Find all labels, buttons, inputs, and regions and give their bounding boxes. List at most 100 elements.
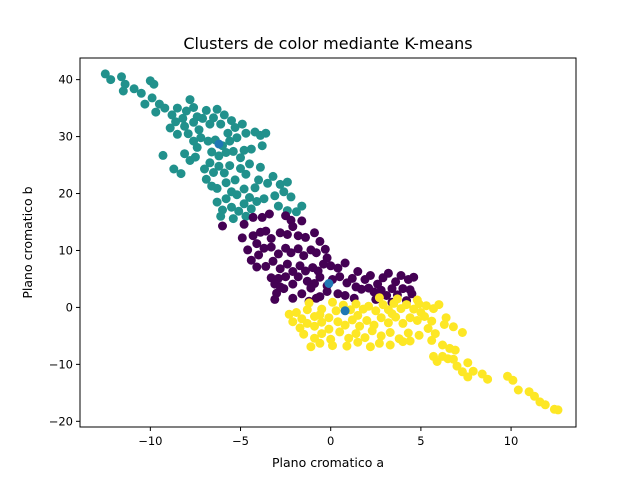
data-point-purple-39 — [282, 259, 292, 269]
data-point-purple-12 — [261, 226, 271, 236]
data-point-purple-35 — [252, 262, 262, 272]
data-point-yellow-13 — [364, 301, 374, 311]
data-point-teal-103 — [216, 211, 226, 221]
data-point-teal-9 — [149, 79, 159, 89]
data-point-purple-28 — [293, 244, 303, 254]
data-point-yellow-90 — [483, 374, 493, 384]
data-point-yellow-91 — [463, 372, 473, 382]
data-point-teal-64 — [209, 168, 218, 177]
x-tick-label: 5 — [417, 434, 424, 448]
data-point-teal-14 — [167, 110, 177, 120]
data-point-purple-22 — [254, 250, 264, 260]
data-point-yellow-93 — [457, 328, 467, 337]
data-point-teal-24 — [180, 121, 190, 131]
data-point-yellow-61 — [315, 338, 325, 348]
data-point-teal-34 — [219, 110, 229, 120]
data-point-yellow-69 — [405, 336, 415, 346]
data-point-purple-15 — [282, 230, 292, 239]
data-point-teal-92 — [286, 192, 296, 202]
data-point-purple-54 — [302, 276, 312, 286]
data-point-yellow-77 — [439, 320, 449, 329]
y-tick-label: 0 — [66, 300, 73, 314]
data-point-yellow-2 — [291, 308, 301, 317]
data-point-yellow-26 — [302, 318, 312, 328]
data-point-purple-4 — [264, 209, 274, 219]
data-point-yellow-14 — [371, 306, 381, 316]
data-point-teal-61 — [190, 152, 200, 162]
data-point-yellow-103 — [304, 298, 314, 308]
data-point-teal-81 — [239, 184, 249, 194]
data-point-teal-77 — [212, 183, 222, 193]
data-point-teal-65 — [214, 161, 224, 171]
data-point-teal-19 — [185, 95, 195, 105]
data-point-teal-75 — [201, 174, 211, 184]
data-point-teal-22 — [165, 123, 175, 133]
data-point-teal-78 — [221, 178, 231, 188]
data-point-teal-69 — [236, 164, 245, 173]
data-point-teal-28 — [198, 113, 208, 123]
data-point-yellow-102 — [553, 405, 563, 415]
data-point-purple-51 — [281, 272, 291, 282]
data-point-purple-27 — [286, 248, 296, 258]
data-point-teal-33 — [216, 119, 226, 129]
data-point-teal-39 — [232, 133, 242, 143]
data-point-teal-68 — [230, 175, 240, 185]
data-point-teal-70 — [241, 169, 251, 179]
data-point-teal-1 — [106, 75, 116, 85]
data-point-teal-96 — [227, 202, 236, 212]
data-point-purple-90 — [322, 287, 332, 296]
data-point-teal-58 — [239, 145, 249, 155]
data-point-teal-88 — [270, 191, 280, 201]
data-point-teal-23 — [172, 129, 182, 139]
x-axis-label: Plano cromatico a — [272, 455, 384, 470]
data-point-purple-64 — [365, 271, 375, 280]
data-point-purple-0 — [218, 221, 227, 231]
data-point-teal-5 — [129, 84, 139, 94]
x-tick-label: −5 — [232, 434, 249, 448]
data-point-yellow-44 — [299, 329, 309, 339]
data-point-purple-46 — [326, 261, 336, 271]
data-point-yellow-83 — [432, 357, 442, 366]
data-point-yellow-36 — [376, 313, 386, 323]
data-point-yellow-7 — [324, 313, 334, 323]
data-point-yellow-88 — [468, 366, 478, 376]
data-point-teal-7 — [140, 99, 150, 109]
data-point-teal-53 — [214, 151, 224, 161]
data-point-teal-72 — [158, 150, 168, 160]
data-point-purple-10 — [252, 239, 262, 249]
data-point-teal-31 — [209, 113, 218, 123]
data-point-teal-63 — [205, 158, 215, 168]
y-axis-label: Plano cromatico b — [20, 186, 35, 298]
data-point-yellow-53 — [376, 331, 386, 341]
data-point-yellow-92 — [450, 345, 460, 355]
data-point-purple-18 — [301, 232, 310, 242]
data-point-purple-37 — [268, 256, 278, 266]
data-point-teal-26 — [189, 117, 199, 127]
data-point-teal-13 — [160, 103, 170, 113]
data-point-purple-91 — [333, 289, 343, 299]
data-point-purple-71 — [409, 272, 419, 282]
data-point-teal-50 — [203, 136, 213, 146]
data-point-yellow-68 — [398, 337, 408, 347]
data-point-yellow-104 — [328, 297, 337, 307]
data-point-purple-14 — [275, 228, 285, 238]
data-point-yellow-105 — [374, 293, 384, 303]
data-point-teal-74 — [176, 169, 186, 179]
data-point-yellow-19 — [402, 300, 411, 310]
data-point-yellow-52 — [367, 326, 377, 336]
data-point-purple-87 — [297, 289, 307, 299]
data-point-yellow-98 — [530, 391, 539, 401]
data-point-teal-59 — [180, 149, 190, 159]
data-point-yellow-1 — [288, 317, 298, 327]
data-point-teal-25 — [183, 129, 193, 139]
data-point-purple-47 — [333, 263, 343, 273]
data-point-teal-6 — [136, 88, 146, 98]
data-point-purple-74 — [369, 287, 379, 297]
data-point-teal-67 — [225, 161, 235, 171]
data-point-yellow-48 — [335, 327, 345, 337]
data-point-yellow-66 — [374, 338, 384, 348]
data-point-teal-55 — [221, 148, 231, 157]
data-point-yellow-59 — [430, 329, 440, 339]
x-tick-label: 10 — [504, 434, 519, 448]
